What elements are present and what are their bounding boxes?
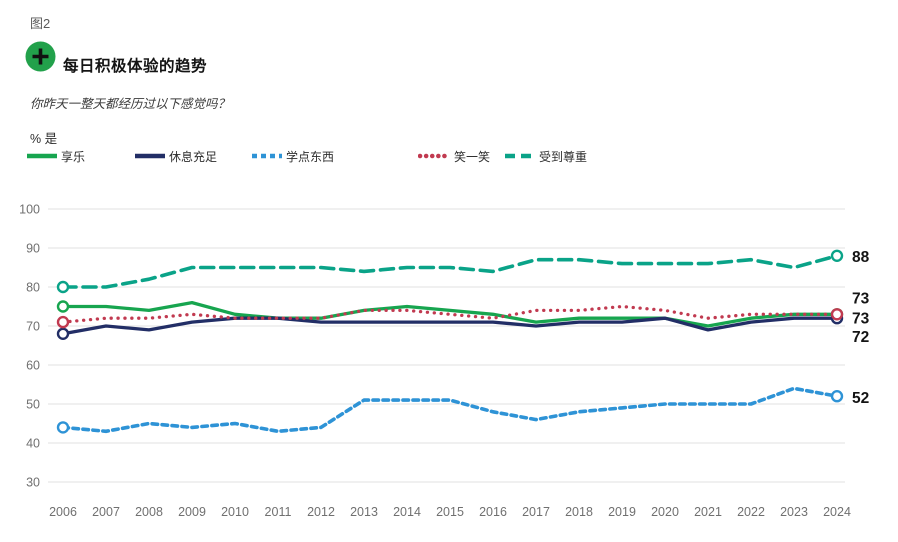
series-line-4 (61, 304, 839, 324)
legend-label: 笑一笑 (454, 149, 491, 164)
y-tick-label: 40 (26, 437, 40, 451)
legend-swatch (135, 153, 165, 159)
x-tick-label: 2016 (479, 505, 507, 519)
x-tick-label: 2019 (608, 505, 636, 519)
x-tick-label: 2023 (780, 505, 808, 519)
y-tick-label: 60 (26, 359, 40, 373)
x-tick-label: 2015 (436, 505, 464, 519)
series-marker (56, 327, 70, 340)
plus-icon (25, 41, 56, 72)
end-value-label: 73 (852, 290, 870, 307)
unit-label: % 是 (30, 132, 58, 146)
y-tick-label: 100 (19, 203, 40, 217)
plus-icon-svg (25, 41, 56, 72)
y-tick-label: 80 (26, 281, 40, 295)
legend-swatch (505, 153, 535, 159)
legend-swatch (418, 153, 452, 159)
y-tick-label: 50 (26, 398, 40, 412)
legend-label: 学点东西 (286, 149, 335, 164)
series-marker (56, 421, 70, 434)
x-tick-label: 2024 (823, 505, 851, 519)
series-line-2 (61, 316, 839, 336)
x-tick-label: 2009 (178, 505, 206, 519)
legend-swatch (252, 153, 282, 159)
x-tick-label: 2014 (393, 505, 421, 519)
x-tick-label: 2008 (135, 505, 163, 519)
series-line-3 (61, 386, 839, 434)
y-axis: 100 90 80 70 60 50 40 30 (19, 203, 40, 490)
gridlines (48, 208, 845, 483)
series-line-5 (61, 254, 839, 289)
x-tick-label: 2020 (651, 505, 679, 519)
legend-item-2: 休息充足 (133, 146, 217, 166)
y-tick-label: 70 (26, 320, 40, 334)
end-value-label: 88 (852, 249, 870, 266)
legend-swatch (27, 153, 57, 159)
legend-label: 享乐 (61, 149, 86, 164)
page-title: 每日积极体验的趋势 (63, 58, 208, 75)
series-marker (830, 249, 844, 263)
x-tick-label: 2012 (307, 505, 335, 519)
x-tick-label: 2021 (694, 505, 722, 519)
end-value-label: 52 (852, 390, 869, 407)
x-tick-label: 2010 (221, 505, 249, 519)
legend-label: 休息充足 (169, 149, 218, 164)
series-marker (56, 300, 70, 313)
x-tick-label: 2007 (92, 505, 120, 519)
x-tick-label: 2006 (49, 505, 77, 519)
legend-item-3: 学点东西 (250, 146, 334, 166)
x-axis: 2006 2007 2008 2009 2010 2011 2012 2013 2014 2015… (49, 505, 851, 519)
figure-label: 图2 (30, 16, 51, 31)
x-tick-label: 2022 (737, 505, 765, 519)
series-marker (56, 315, 70, 329)
x-tick-label: 2018 (565, 505, 593, 519)
series-marker (830, 308, 844, 321)
end-value-label: 72 (852, 329, 869, 346)
survey-question: 你昨天一整天都经历过以下感觉吗？ (30, 97, 231, 111)
x-tick-label: 2017 (522, 505, 550, 519)
x-tick-label: 2013 (350, 505, 378, 519)
series-marker (830, 390, 844, 403)
legend-item-4: 笑一笑 (418, 146, 490, 166)
series-marker (56, 280, 70, 294)
legend-item-1: 享乐 (25, 146, 85, 166)
x-tick-label: 2011 (265, 505, 292, 519)
y-tick-label: 90 (26, 242, 40, 256)
y-tick-label: 30 (26, 476, 40, 490)
series-line-1 (61, 300, 839, 328)
legend-label: 受到尊重 (539, 149, 588, 164)
end-value-labels: 73 72 52 73 88 (852, 249, 870, 407)
end-value-label: 73 (852, 310, 870, 327)
legend-item-5: 受到尊重 (503, 146, 587, 166)
chart-legend: 享乐 休息充足 学点东西 笑一笑 受到尊重 (0, 146, 898, 168)
